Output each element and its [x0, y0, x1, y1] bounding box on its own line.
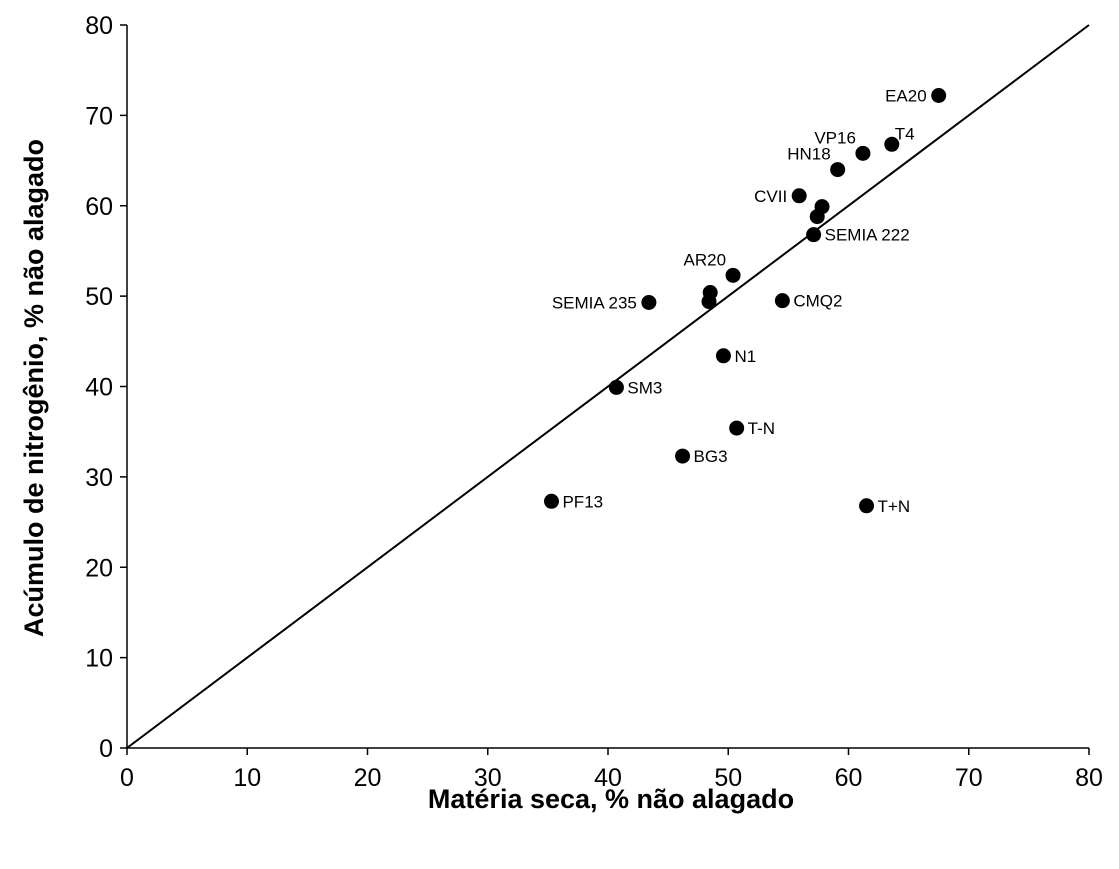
y-tick-label: 80 [85, 12, 113, 40]
y-tick-label: 50 [85, 283, 113, 311]
point-label: BG3 [694, 447, 728, 466]
x-tick-label: 20 [354, 764, 382, 792]
x-tick-label: 50 [714, 764, 742, 792]
x-tick-label: 40 [594, 764, 622, 792]
y-tick-label: 60 [85, 193, 113, 221]
data-point-t-n [859, 498, 875, 514]
x-tick-label: 0 [120, 764, 134, 792]
x-tick-label: 80 [1075, 764, 1103, 792]
point-label: N1 [734, 347, 756, 366]
data-point-hn18 [830, 162, 846, 178]
point-label: SEMIA 235 [552, 293, 637, 312]
point-label: CMQ2 [793, 292, 842, 311]
x-tick-label: 30 [474, 764, 502, 792]
point-label: VP16 [814, 128, 856, 147]
point-label: CVII [754, 187, 787, 206]
point-label: EA20 [885, 86, 927, 105]
y-tick-label: 10 [85, 645, 113, 673]
x-tick-label: 70 [955, 764, 983, 792]
data-point-ea20 [931, 87, 947, 103]
data-point-ar20 [725, 267, 741, 283]
data-point-cvii [791, 188, 807, 204]
x-tick-label: 10 [233, 764, 261, 792]
data-point-pf13 [543, 493, 559, 509]
point-label: SEMIA 222 [825, 226, 910, 245]
data-point [701, 294, 717, 310]
y-tick-label: 0 [99, 735, 113, 763]
y-axis-title: Acúmulo de nitrogênio, % não alagado [19, 139, 49, 637]
data-point-t4 [884, 136, 900, 152]
data-point-n1 [715, 348, 731, 364]
data-point-sm3 [608, 379, 624, 395]
reference-line-layer [126, 24, 1090, 749]
x-axis-title: Matéria seca, % não alagado [428, 784, 794, 814]
data-point-vp16 [855, 145, 871, 161]
reference-line-1-to-1 [126, 24, 1090, 749]
point-label: T4 [895, 124, 915, 143]
point-label: T+N [878, 497, 911, 516]
data-point-semia-222 [806, 227, 822, 243]
data-point-cmq2 [774, 293, 790, 309]
x-tick-label: 60 [835, 764, 863, 792]
axes: 0 10 20 30 40 50 60 70 80 0 10 20 30 40 50 60 70 80 [85, 12, 1103, 792]
y-tick-label: 40 [85, 374, 113, 402]
point-label: PF13 [562, 492, 603, 511]
y-tick-label: 70 [85, 102, 113, 130]
point-label: SM3 [627, 378, 662, 397]
point-label: AR20 [684, 250, 727, 269]
point-label: HN18 [787, 145, 830, 164]
data-point-bg3 [675, 448, 691, 464]
data-points [543, 87, 947, 514]
point-label: T-N [748, 419, 775, 438]
data-point [809, 209, 825, 225]
data-point-semia-235 [641, 294, 657, 310]
y-tick-label: 30 [85, 464, 113, 492]
y-tick-label: 20 [85, 554, 113, 582]
data-point-t-n [729, 420, 745, 436]
